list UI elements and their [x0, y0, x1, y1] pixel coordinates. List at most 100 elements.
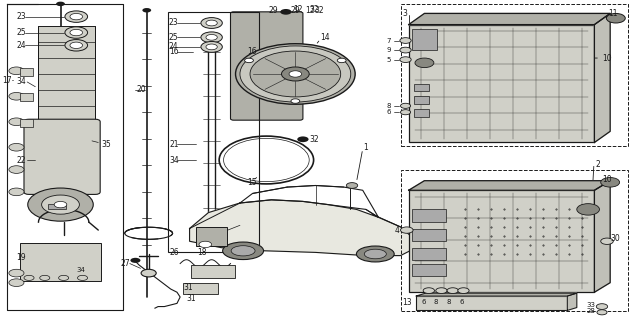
Ellipse shape	[357, 246, 394, 262]
Text: 26: 26	[170, 248, 179, 257]
Polygon shape	[409, 13, 610, 25]
Bar	[409, 190, 594, 292]
Circle shape	[70, 13, 83, 20]
Circle shape	[54, 201, 67, 208]
Text: 30: 30	[610, 234, 620, 243]
Circle shape	[141, 269, 156, 277]
Circle shape	[9, 188, 24, 196]
Text: 8: 8	[387, 103, 391, 109]
Text: 21: 21	[170, 140, 179, 148]
Circle shape	[65, 11, 88, 22]
Text: 31: 31	[183, 283, 193, 292]
Bar	[412, 29, 437, 50]
Text: 29: 29	[268, 6, 278, 15]
Bar	[20, 119, 33, 126]
Circle shape	[235, 44, 355, 104]
Circle shape	[143, 8, 151, 12]
Bar	[412, 228, 447, 241]
Polygon shape	[594, 13, 610, 142]
Bar	[20, 243, 102, 281]
Circle shape	[206, 44, 217, 50]
Text: 1: 1	[363, 143, 367, 152]
Text: 16: 16	[170, 47, 179, 56]
Bar	[196, 227, 227, 246]
Text: 24: 24	[16, 41, 26, 50]
Polygon shape	[409, 181, 610, 190]
FancyBboxPatch shape	[24, 119, 100, 195]
Circle shape	[297, 136, 309, 142]
Text: 28: 28	[586, 308, 595, 314]
Circle shape	[338, 58, 346, 63]
Text: 3: 3	[403, 9, 407, 18]
Circle shape	[601, 238, 613, 244]
Bar	[412, 264, 447, 276]
Text: 34: 34	[170, 156, 179, 164]
Circle shape	[56, 2, 65, 6]
Bar	[401, 4, 628, 146]
Text: 18: 18	[197, 248, 206, 257]
Text: 31: 31	[186, 294, 196, 303]
Text: 25: 25	[16, 28, 26, 37]
Text: 25: 25	[168, 33, 178, 42]
Text: 11: 11	[608, 9, 618, 18]
Text: 33: 33	[586, 302, 595, 308]
Circle shape	[601, 178, 620, 187]
Text: 20: 20	[136, 85, 146, 94]
Bar	[412, 248, 447, 260]
Circle shape	[24, 275, 34, 280]
Bar	[416, 296, 567, 310]
Circle shape	[280, 9, 292, 15]
Circle shape	[401, 110, 411, 115]
Circle shape	[458, 288, 469, 293]
Bar	[414, 109, 430, 117]
Text: 8: 8	[447, 299, 451, 305]
Text: 14: 14	[321, 33, 330, 42]
Text: 29: 29	[290, 6, 300, 15]
Text: 6: 6	[387, 109, 391, 115]
Text: 10: 10	[602, 53, 611, 62]
Circle shape	[78, 275, 88, 280]
Text: 23: 23	[16, 12, 26, 21]
Text: 32: 32	[309, 5, 319, 14]
Circle shape	[401, 103, 411, 108]
Circle shape	[597, 310, 607, 315]
Circle shape	[400, 47, 411, 53]
Circle shape	[40, 275, 50, 280]
Text: 12: 12	[293, 5, 303, 14]
Circle shape	[240, 46, 351, 102]
Text: 32: 32	[309, 135, 319, 144]
Circle shape	[9, 269, 24, 277]
Ellipse shape	[231, 246, 255, 256]
Circle shape	[400, 38, 411, 44]
Text: 12: 12	[305, 6, 315, 15]
Text: 32: 32	[314, 6, 324, 15]
Polygon shape	[567, 293, 577, 310]
Circle shape	[9, 118, 24, 125]
Circle shape	[65, 40, 88, 51]
Bar	[38, 26, 95, 122]
Text: 4: 4	[394, 226, 399, 235]
Bar	[414, 96, 430, 104]
Circle shape	[70, 29, 83, 36]
Text: 9: 9	[387, 47, 391, 53]
Circle shape	[131, 258, 141, 263]
Text: 10: 10	[602, 175, 611, 184]
Circle shape	[65, 27, 88, 38]
Text: 35: 35	[102, 140, 111, 148]
Circle shape	[596, 304, 608, 309]
Ellipse shape	[223, 242, 264, 260]
Circle shape	[436, 288, 447, 293]
Circle shape	[9, 166, 24, 173]
Text: 15: 15	[247, 178, 257, 187]
Circle shape	[201, 42, 222, 52]
Circle shape	[199, 241, 211, 248]
Text: 24: 24	[168, 42, 178, 52]
Bar	[168, 12, 259, 252]
Circle shape	[606, 13, 625, 23]
Bar	[414, 84, 430, 92]
Text: 5: 5	[387, 57, 391, 63]
Circle shape	[9, 92, 24, 100]
Circle shape	[281, 67, 309, 81]
Circle shape	[59, 275, 69, 280]
Text: 34: 34	[76, 267, 85, 273]
